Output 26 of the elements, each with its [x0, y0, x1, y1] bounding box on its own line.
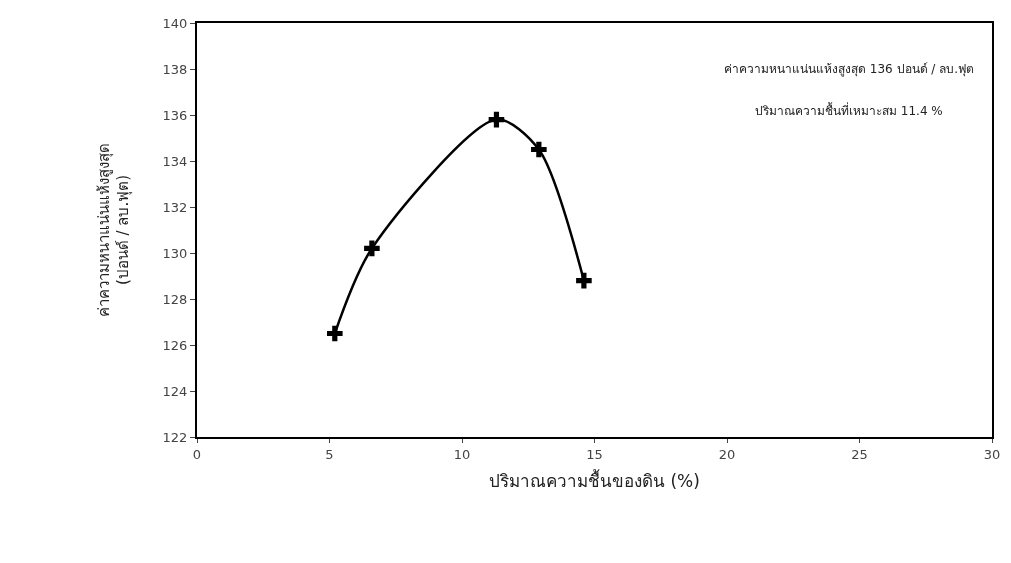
x-tick-label: 5 — [325, 446, 334, 462]
y-axis-title: ค่าความหนาแน่นแห้งสูงสุด (ปอนด์ / ลบ.ฟุต) — [94, 143, 134, 317]
y-tick-label: 130 — [162, 245, 188, 261]
y-tick-label: 122 — [162, 429, 188, 445]
x-axis-title: ปริมาณความชื้นของดิน (%) — [489, 469, 700, 492]
y-tick-label: 132 — [162, 199, 188, 215]
y-tick-label: 126 — [162, 337, 188, 353]
x-tick-label: 0 — [192, 446, 202, 462]
point — [327, 325, 343, 342]
y-tick-label: 124 — [162, 383, 188, 399]
point — [364, 240, 380, 257]
y-tick-label: 128 — [162, 291, 188, 307]
y-tick-label: 134 — [162, 153, 188, 169]
y-tick-label: 136 — [162, 107, 188, 123]
y-tick-label: 138 — [162, 61, 188, 77]
x-tick-label: 20 — [718, 446, 736, 462]
annotation: ค่าความหนาแน่นแห้งสูงสุด 136 ปอนด์ / ลบ.ฟุต — [724, 62, 975, 77]
point — [488, 111, 505, 128]
x-tick-label: 10 — [453, 446, 471, 462]
annotation: ปริมาณความชื้นที่เหมาะสม 11.4 % — [755, 102, 943, 118]
x-tick-label: 15 — [586, 446, 603, 462]
x-tick-label: 25 — [851, 446, 868, 462]
y-tick-label: 140 — [162, 15, 188, 31]
point — [576, 272, 592, 289]
point — [531, 141, 547, 158]
x-tick-label: 30 — [983, 446, 1001, 462]
